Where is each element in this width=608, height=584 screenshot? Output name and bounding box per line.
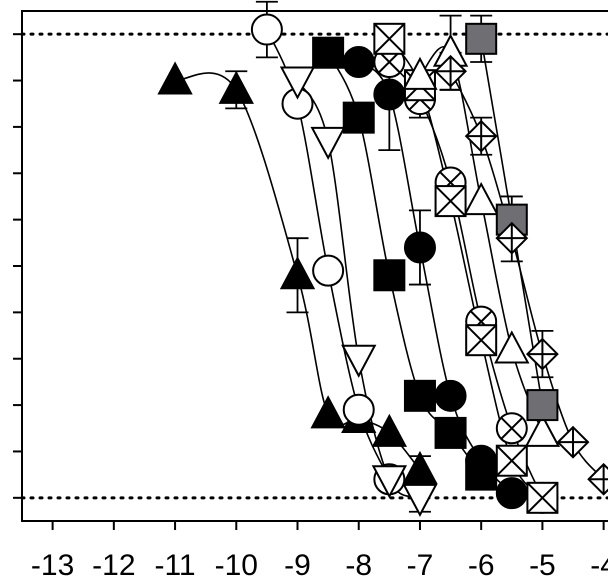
x-tick-label: -7	[407, 549, 434, 582]
data-point	[403, 379, 436, 412]
data-point	[495, 221, 529, 255]
data-point	[463, 181, 499, 216]
data-point	[495, 444, 528, 477]
x-tick-label: -5	[529, 549, 556, 582]
data-point	[434, 185, 467, 218]
x-tick-label: -13	[31, 549, 74, 582]
x-axis-ticks	[51, 521, 605, 530]
data-point	[218, 70, 254, 104]
data-point	[312, 36, 345, 69]
data-point	[342, 46, 375, 78]
data-point	[464, 119, 498, 153]
data-point	[402, 450, 438, 484]
data-point	[495, 412, 528, 445]
data-point	[342, 393, 375, 426]
y-axis-ticks	[13, 33, 22, 499]
data-point	[434, 54, 467, 88]
data-point	[434, 379, 467, 412]
data-point	[371, 413, 408, 447]
data-point	[434, 416, 467, 449]
data-point	[310, 126, 346, 160]
data-point	[310, 395, 346, 429]
x-tick-label: -6	[468, 549, 495, 582]
data-point	[526, 389, 559, 422]
data-point	[342, 101, 375, 134]
data-point	[312, 254, 345, 287]
data-point	[341, 344, 377, 378]
data-point	[279, 256, 316, 290]
x-tick-label: -8	[345, 549, 372, 582]
x-tick-label: -12	[92, 549, 135, 582]
x-tick-labels: -13 -12 -11 -10 -9 -8 -7 -6 -5 -4	[31, 549, 608, 582]
data-point	[587, 462, 608, 496]
data-markers	[157, 13, 608, 517]
data-point	[371, 465, 408, 499]
data-point	[465, 444, 498, 477]
data-point	[157, 61, 193, 95]
data-point	[402, 56, 438, 90]
x-tick-label: -4	[590, 549, 608, 582]
x-tick-label: -11	[154, 549, 195, 582]
data-point	[250, 13, 283, 46]
data-point	[373, 259, 406, 292]
data-point	[524, 413, 561, 447]
x-tick-label: -10	[215, 549, 258, 582]
data-point	[402, 483, 438, 517]
reference-lines	[20, 32, 608, 500]
data-point	[403, 231, 436, 264]
data-point	[279, 66, 316, 100]
data-point	[495, 477, 528, 510]
data-point	[525, 337, 559, 371]
data-point	[373, 22, 406, 55]
x-tick-label: -9	[284, 549, 311, 582]
data-point	[494, 330, 530, 364]
data-point	[526, 481, 559, 514]
data-point	[465, 324, 498, 357]
data-point	[465, 22, 498, 55]
data-point	[373, 78, 406, 111]
data-point	[556, 425, 590, 459]
